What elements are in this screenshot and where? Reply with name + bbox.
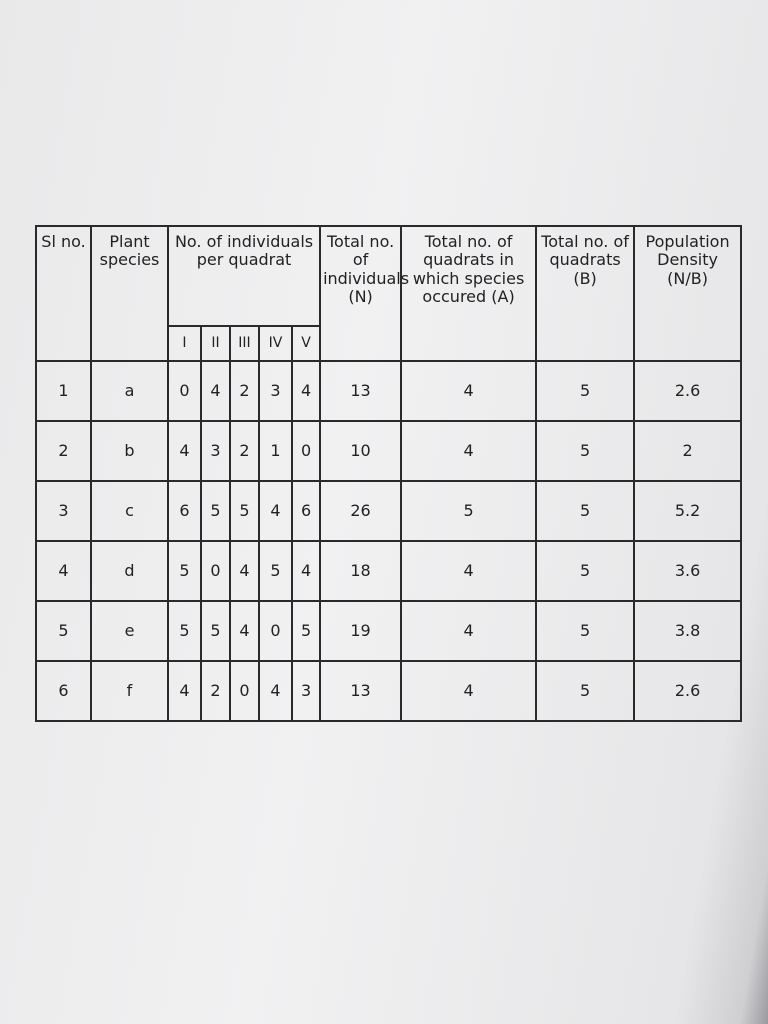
table-cell: f <box>90 660 169 722</box>
table-cell: 2 <box>200 660 231 722</box>
table-cell: 4 <box>35 540 92 602</box>
table-cell: 2.6 <box>633 360 743 422</box>
quadrat-header: I <box>167 325 202 362</box>
table-cell: b <box>90 420 169 482</box>
table-cell: 3 <box>200 420 231 482</box>
table-cell: 3 <box>290 660 322 722</box>
quadrat-header: III <box>229 325 260 362</box>
table-row: 6 f 4 2 0 4 3 13 4 5 2.6 <box>35 660 743 722</box>
table-row: 3 c 6 5 5 4 6 26 5 5 5.2 <box>35 480 743 542</box>
table-cell: 4 <box>290 540 322 602</box>
header-cell: Total no. of quadrats (B) <box>535 225 636 362</box>
table-cell: e <box>90 600 169 662</box>
table-cell: 3 <box>258 360 293 422</box>
table-cell: 5 <box>535 600 636 662</box>
table-cell: 4 <box>258 660 293 722</box>
table-cell: 5 <box>535 420 636 482</box>
quadrat-header: IV <box>258 325 293 362</box>
table-cell: 5 <box>290 600 322 662</box>
table-cell: 4 <box>200 360 231 422</box>
table-cell: 4 <box>290 360 322 422</box>
table-cell: 4 <box>167 420 202 482</box>
table-cell: 2 <box>229 420 260 482</box>
table-cell: 5 <box>200 600 231 662</box>
table-cell: 0 <box>200 540 231 602</box>
table-cell: 5 <box>258 540 293 602</box>
header-cell: Sl no. <box>35 225 92 362</box>
table-cell: 5 <box>400 480 538 542</box>
table-cell: c <box>90 480 169 542</box>
table-cell: 6 <box>290 480 322 542</box>
table-cell: 5 <box>535 360 636 422</box>
header-cell: No. of individuals per quadrat <box>166 225 322 327</box>
table-cell: 4 <box>258 480 293 542</box>
table-cell: 2 <box>633 420 743 482</box>
table-cell: 0 <box>167 360 202 422</box>
quadrat-header: V <box>290 325 322 362</box>
table-cell: 4 <box>400 540 538 602</box>
table-cell: d <box>90 540 169 602</box>
table-cell: 2 <box>229 360 260 422</box>
table-cell: 5 <box>167 600 202 662</box>
table-cell: 4 <box>229 540 260 602</box>
table-cell: 3.6 <box>633 540 743 602</box>
header-cell: Plant species <box>90 225 169 362</box>
table-cell: 19 <box>319 600 403 662</box>
table-cell: 3.8 <box>633 600 743 662</box>
table-cell: 5 <box>35 600 92 662</box>
table-cell: 4 <box>400 600 538 662</box>
quadrat-header: II <box>200 325 231 362</box>
table-row: 5 e 5 5 4 0 5 19 4 5 3.8 <box>35 600 743 662</box>
header-cell: Population Density (N/B) <box>633 225 743 362</box>
table-cell: 5 <box>535 480 636 542</box>
table-cell: 13 <box>319 360 403 422</box>
table-cell: 5 <box>229 480 260 542</box>
table-cell: 5.2 <box>633 480 743 542</box>
table-row: 2 b 4 3 2 1 0 10 4 5 2 <box>35 420 743 482</box>
table-cell: 6 <box>167 480 202 542</box>
table-cell: 4 <box>167 660 202 722</box>
table-cell: 4 <box>400 420 538 482</box>
table-cell: 2 <box>35 420 92 482</box>
table-cell: 0 <box>258 600 293 662</box>
table-cell: 0 <box>290 420 322 482</box>
table-cell: 4 <box>229 600 260 662</box>
table-cell: 2.6 <box>633 660 743 722</box>
table-cell: 5 <box>167 540 202 602</box>
table-row: 1 a 0 4 2 3 4 13 4 5 2.6 <box>35 360 743 422</box>
table-cell: 5 <box>200 480 231 542</box>
table-cell: 1 <box>35 360 92 422</box>
header-cell: Total no. of quadrats in which species o… <box>400 225 538 362</box>
density-table: Sl no. Plant species No. of individuals … <box>35 225 743 722</box>
table-body: 1 a 0 4 2 3 4 13 4 5 2.6 2 b 4 3 2 1 0 10 4 5 2 3 c 6 5 5 4 6 26 5 5 5.2… <box>35 360 743 722</box>
table-cell: 13 <box>319 660 403 722</box>
header-cell: Total no. of individuals (N) <box>319 225 409 362</box>
table-cell: 3 <box>35 480 92 542</box>
table-container: Sl no. Plant species No. of individuals … <box>35 225 743 722</box>
table-cell: 6 <box>35 660 92 722</box>
table-cell: 10 <box>319 420 403 482</box>
table-cell: 4 <box>400 360 538 422</box>
table-cell: 5 <box>535 660 636 722</box>
table-cell: a <box>90 360 169 422</box>
table-cell: 18 <box>319 540 403 602</box>
table-cell: 0 <box>229 660 260 722</box>
table-cell: 4 <box>400 660 538 722</box>
table-cell: 5 <box>535 540 636 602</box>
table-cell: 1 <box>258 420 293 482</box>
table-cell: 26 <box>319 480 403 542</box>
table-row: 4 d 5 0 4 5 4 18 4 5 3.6 <box>35 540 743 602</box>
